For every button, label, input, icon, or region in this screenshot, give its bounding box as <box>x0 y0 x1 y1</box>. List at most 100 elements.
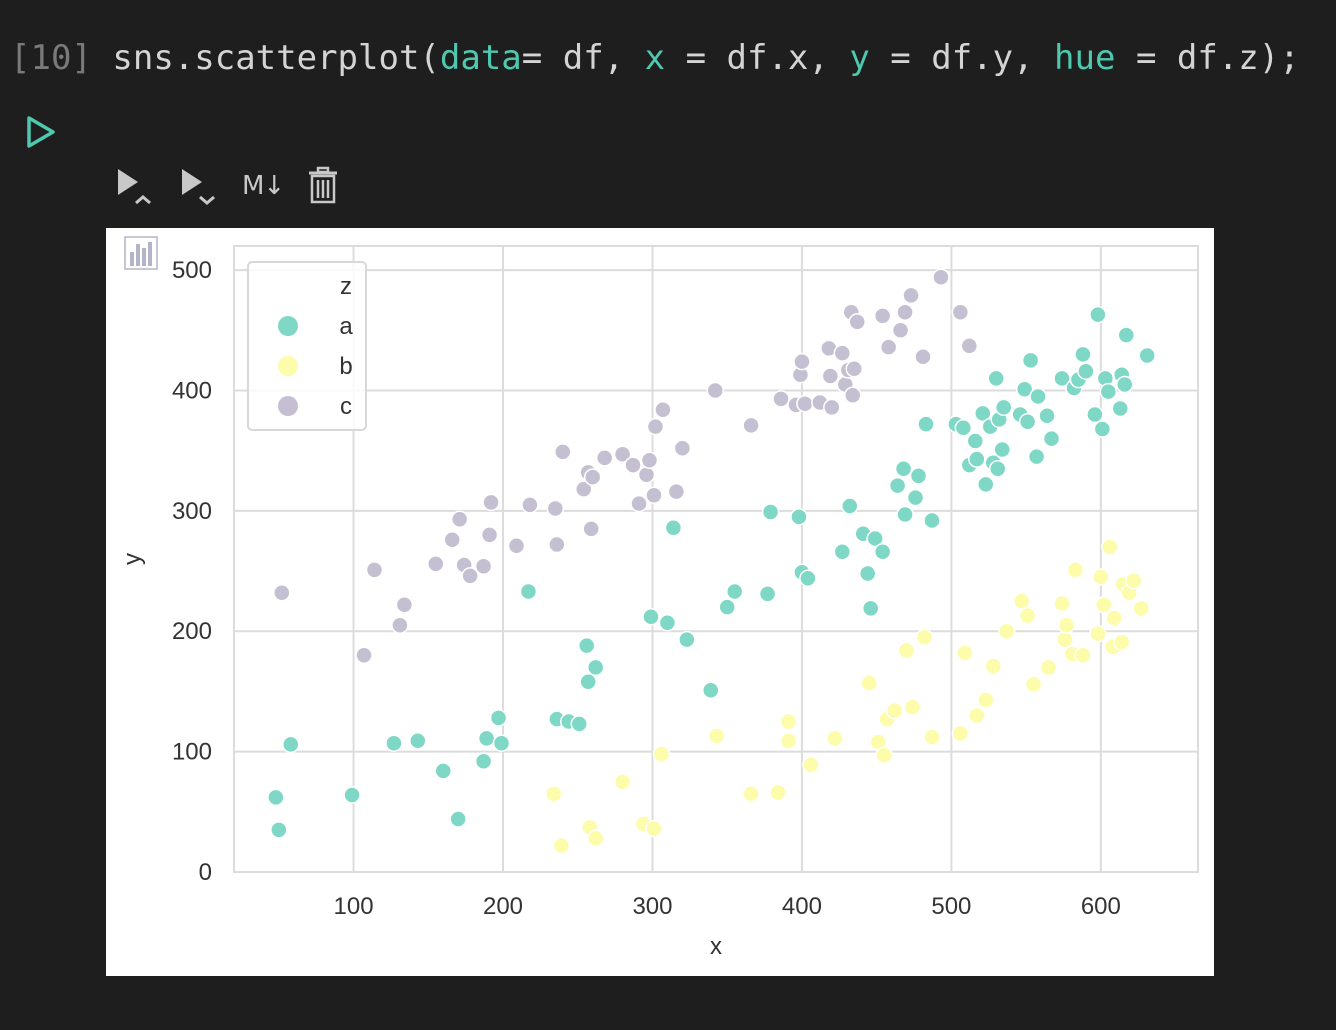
run-above-icon <box>118 169 151 205</box>
scatter-chart: 100 200 300 400 500 600 0 100 200 300 400 500 x y z… <box>119 245 1199 960</box>
scatter-point-c <box>546 499 565 518</box>
scatter-point-a <box>968 450 986 468</box>
scatter-point-a <box>492 734 511 752</box>
scatter-point-a <box>873 543 892 561</box>
scatter-point-c <box>637 465 656 484</box>
x-tick-label: 200 <box>483 893 523 920</box>
scatter-point-b <box>1039 658 1058 677</box>
y-tick-label: 200 <box>172 618 212 645</box>
scatter-point-b <box>1105 609 1124 627</box>
scatter-point-b <box>956 644 974 662</box>
scatter-point-c <box>902 286 920 305</box>
scatter-point-b <box>1024 675 1043 693</box>
x-tick-label: 600 <box>1081 893 1121 920</box>
scatter-point-a <box>577 636 596 655</box>
x-axis-label: x <box>710 933 722 960</box>
scatter-point-a <box>658 614 677 632</box>
scatter-point-c <box>654 400 672 419</box>
scatter-point-c <box>474 557 493 575</box>
scatter-point-a <box>718 598 736 616</box>
code-cell-line[interactable]: [10] sns.scatterplot(data= df, x = df.x,… <box>10 34 1300 82</box>
markdown-label: M↓ <box>242 171 285 201</box>
scatter-point-a <box>894 459 913 478</box>
scatter-point-c <box>443 530 461 549</box>
legend-marker-a <box>278 316 298 336</box>
scatter-point-a <box>1021 351 1040 370</box>
scatter-point-c <box>624 456 642 474</box>
change-to-markdown-button[interactable]: M↓ <box>242 171 285 201</box>
scatter-point-c <box>951 303 970 321</box>
scatter-point-b <box>1074 646 1092 665</box>
run-below-button[interactable] <box>178 165 220 207</box>
scatter-point-a <box>477 729 496 748</box>
code-token: = df.x, <box>665 38 850 78</box>
scatter-point-a <box>1138 346 1156 365</box>
scatter-point-a <box>966 432 985 450</box>
chart-legend: z abc <box>247 261 367 431</box>
cell-output: 100 200 300 400 500 600 0 100 200 300 400 500 x y z… <box>106 228 1214 976</box>
scatter-point-c <box>548 535 566 554</box>
scatter-point-b <box>802 756 820 774</box>
scatter-point-c <box>960 337 979 355</box>
scatter-point-b <box>769 783 787 802</box>
scatter-point-b <box>1089 624 1107 643</box>
scatter-point-c <box>640 451 659 470</box>
scatter-point-a <box>758 585 777 603</box>
scatter-point-c <box>667 482 686 501</box>
legend-label-b: b <box>339 353 352 380</box>
delete-cell-button[interactable] <box>306 166 340 206</box>
scatter-point-a <box>917 415 935 433</box>
y-tick-label: 400 <box>172 377 212 404</box>
scatter-point-a <box>474 752 493 770</box>
scatter-point-a <box>1027 447 1046 466</box>
scatter-point-c <box>914 348 932 366</box>
y-tick-label: 0 <box>199 859 212 886</box>
scatter-point-c <box>450 510 469 529</box>
y-tick-label: 500 <box>172 257 212 284</box>
scatter-point-a <box>1038 406 1056 425</box>
output-view-button[interactable] <box>124 236 158 274</box>
scatter-point-b <box>742 785 760 803</box>
scatter-point-b <box>707 727 726 745</box>
scatter-point-b <box>826 729 844 748</box>
run-cell-button[interactable] <box>24 112 60 152</box>
scatter-point-c <box>427 555 445 573</box>
chart-ticks: 100 200 300 400 500 600 0 100 200 300 400 500 <box>172 257 1121 920</box>
scatter-point-a <box>1077 362 1095 380</box>
run-above-button[interactable] <box>114 165 156 207</box>
scatter-point-a <box>1086 405 1104 424</box>
scatter-point-a <box>833 543 852 561</box>
scatter-point-c <box>391 616 409 634</box>
scatter-point-c <box>595 449 614 467</box>
scatter-point-b <box>552 836 571 855</box>
scatter-point-c <box>796 394 814 413</box>
scatter-point-a <box>678 630 696 649</box>
scatter-point-c <box>630 494 648 513</box>
scatter-point-a <box>519 582 538 601</box>
scatter-point-a <box>858 564 877 583</box>
scatter-point-a <box>906 488 925 507</box>
scatter-point-a <box>1111 399 1130 418</box>
x-tick-label: 400 <box>782 893 822 920</box>
run-below-icon <box>182 169 215 205</box>
scatter-point-b <box>1092 568 1110 586</box>
x-tick-label: 300 <box>632 893 672 920</box>
code-token: = df, <box>521 38 645 78</box>
code-token: = df.z); <box>1115 38 1300 78</box>
scatter-point-a <box>987 369 1005 388</box>
legend-label-a: a <box>339 313 353 340</box>
trash-icon <box>309 166 338 204</box>
code-token-keyword: hue <box>1054 38 1116 78</box>
scatter-point-b <box>586 829 605 848</box>
scatter-point-c <box>574 480 593 498</box>
scatter-point-c <box>273 583 291 602</box>
scatter-point-a <box>799 569 817 588</box>
scatter-point-b <box>1095 595 1113 614</box>
scatter-point-c <box>833 344 852 362</box>
scatter-point-c <box>932 268 950 287</box>
scatter-point-a <box>1099 382 1118 401</box>
scatter-point-a <box>579 673 597 691</box>
scatter-point-c <box>521 496 539 514</box>
scatter-point-b <box>875 746 893 764</box>
scatter-point-b <box>915 628 934 646</box>
